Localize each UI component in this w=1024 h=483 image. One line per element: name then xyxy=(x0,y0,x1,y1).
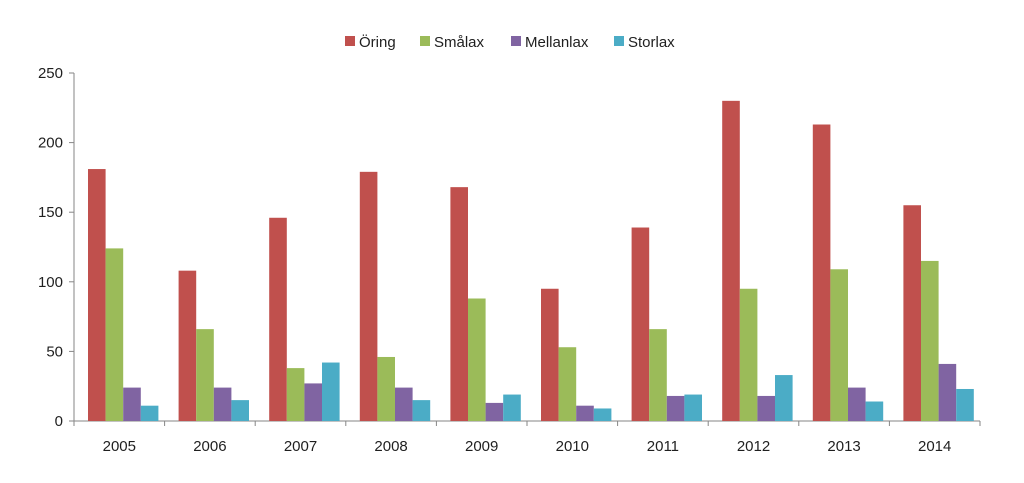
bar-smålax-2007 xyxy=(286,368,305,421)
y-tick-label: 50 xyxy=(46,343,63,360)
legend-label: Mellanlax xyxy=(525,34,589,51)
bar-öring-2011 xyxy=(631,227,650,421)
legend-label: Öring xyxy=(359,33,396,51)
x-tick-label: 2007 xyxy=(284,438,317,455)
bar-smålax-2009 xyxy=(468,298,486,421)
y-tick-label: 200 xyxy=(38,135,63,152)
legend-label: Storlax xyxy=(628,34,675,51)
legend-item: Smålax xyxy=(420,34,485,51)
bar-storlax-2007 xyxy=(322,362,340,421)
x-tick-label: 2013 xyxy=(827,438,860,455)
x-tick-label: 2005 xyxy=(103,438,136,455)
legend-label: Smålax xyxy=(434,34,485,51)
legend: Öring Smålax Mellanlax Storlax xyxy=(345,33,675,51)
bar-storlax-2014 xyxy=(956,388,974,421)
legend-item: Öring xyxy=(345,33,396,51)
bar-smålax-2014 xyxy=(921,260,939,421)
bar-öring-2014 xyxy=(903,205,921,421)
legend-swatch xyxy=(345,36,355,46)
bar-smålax-2005 xyxy=(105,248,124,421)
y-tick-label: 100 xyxy=(38,274,63,291)
bar-smålax-2010 xyxy=(558,347,577,421)
bar-mellanlax-2013 xyxy=(848,387,866,421)
x-tick-label: 2014 xyxy=(918,438,951,455)
x-tick-label: 2011 xyxy=(647,438,679,455)
x-tick-label: 2010 xyxy=(556,438,589,455)
bar-smålax-2012 xyxy=(739,288,758,421)
bars xyxy=(88,100,974,421)
bar-storlax-2011 xyxy=(684,394,702,421)
y-tick-label: 250 xyxy=(38,65,63,82)
bar-smålax-2011 xyxy=(649,329,667,421)
bar-mellanlax-2011 xyxy=(666,395,685,421)
bar-öring-2013 xyxy=(812,124,831,421)
bar-mellanlax-2010 xyxy=(576,405,594,421)
bar-storlax-2006 xyxy=(231,400,249,421)
bar-öring-2005 xyxy=(88,169,106,421)
y-tick-label: 0 xyxy=(55,413,63,430)
bar-öring-2009 xyxy=(450,187,468,421)
bar-storlax-2009 xyxy=(503,394,521,421)
bar-smålax-2006 xyxy=(196,329,214,421)
bar-öring-2010 xyxy=(541,288,559,421)
x-tick-label: 2008 xyxy=(374,438,407,455)
bar-storlax-2012 xyxy=(775,375,793,421)
x-tick-label: 2006 xyxy=(193,438,226,455)
bar-öring-2012 xyxy=(722,100,740,421)
bar-storlax-2008 xyxy=(412,400,431,421)
legend-item: Mellanlax xyxy=(511,34,589,51)
bar-smålax-2013 xyxy=(830,269,848,421)
legend-swatch xyxy=(614,36,624,46)
bar-mellanlax-2008 xyxy=(395,387,413,421)
bar-storlax-2013 xyxy=(865,401,884,421)
x-axis: 2005 2006 2007 2008 2009 2010 2011 2012 2013 2014 xyxy=(73,420,981,455)
bar-storlax-2005 xyxy=(140,405,159,421)
x-tick-label: 2012 xyxy=(737,438,770,455)
y-tick-label: 150 xyxy=(38,204,63,221)
y-axis: 0 50 100 150 200 250 xyxy=(38,65,75,430)
x-tick-label: 2009 xyxy=(465,438,498,455)
bar-mellanlax-2014 xyxy=(938,363,957,421)
bar-öring-2008 xyxy=(359,171,378,421)
bar-storlax-2010 xyxy=(593,408,612,421)
bar-mellanlax-2012 xyxy=(757,395,775,421)
bar-mellanlax-2007 xyxy=(304,383,322,421)
legend-item: Storlax xyxy=(614,34,675,51)
bar-öring-2006 xyxy=(178,270,197,421)
legend-swatch xyxy=(420,36,430,46)
bar-öring-2007 xyxy=(269,217,287,421)
legend-swatch xyxy=(511,36,521,46)
bar-mellanlax-2006 xyxy=(213,387,232,421)
bar-smålax-2008 xyxy=(377,356,395,421)
bar-mellanlax-2005 xyxy=(123,387,141,421)
bar-mellanlax-2009 xyxy=(485,402,504,421)
